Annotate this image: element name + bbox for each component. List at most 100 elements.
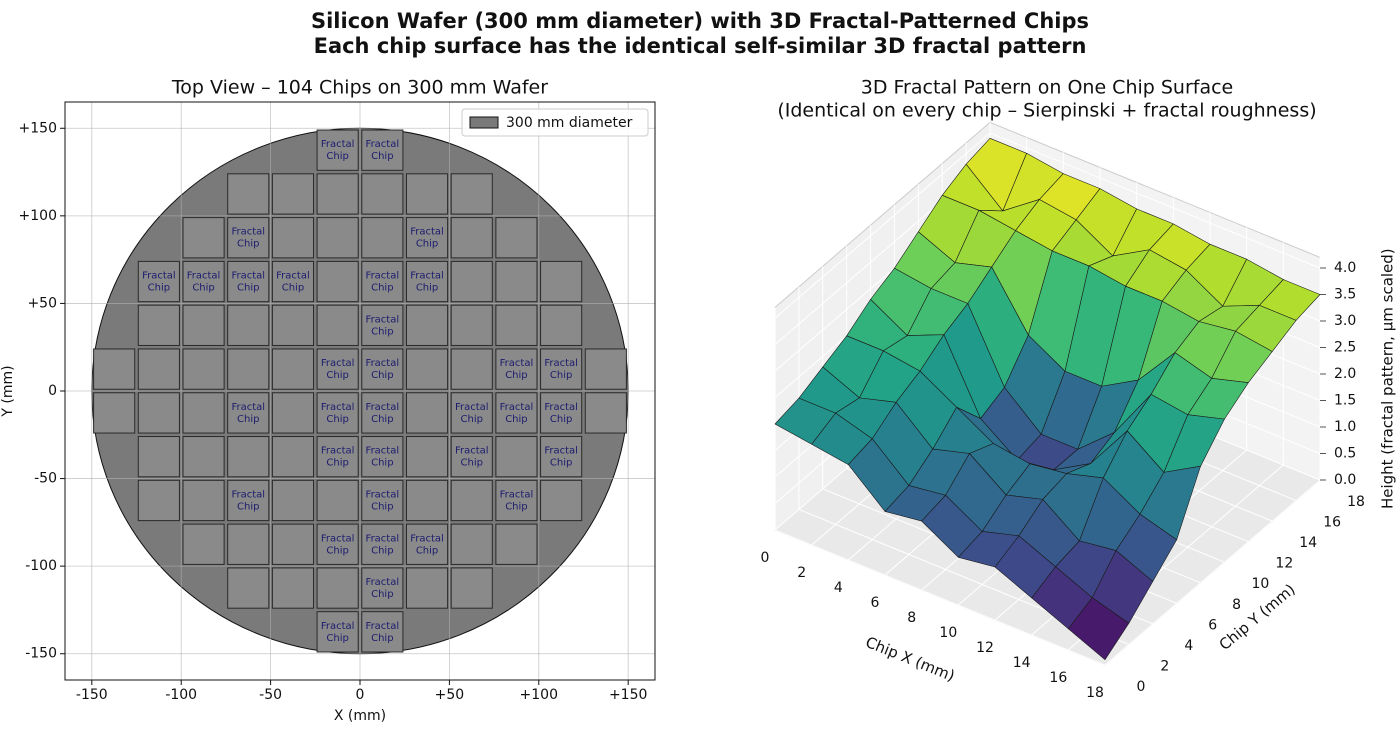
chip xyxy=(540,304,583,346)
chip xyxy=(227,479,270,522)
surface-patch xyxy=(1068,597,1130,661)
chip-label: Fractal Chip xyxy=(321,446,355,469)
chip xyxy=(361,392,404,434)
x-tick-label: -100 xyxy=(165,687,197,703)
y-axis-label: Y (mm) xyxy=(0,365,16,417)
chip-label: Fractal Chip xyxy=(321,621,355,644)
chip xyxy=(405,479,449,522)
y-tick-label: +50 xyxy=(27,295,57,311)
z-tick-label: 0.0 xyxy=(1334,472,1356,488)
z-tick-label: 0.5 xyxy=(1334,446,1356,462)
y-tick-label: 10 xyxy=(1252,576,1270,592)
chip-label: Fractal Chip xyxy=(231,271,265,294)
chip xyxy=(495,392,538,434)
x-tick-label: 18 xyxy=(1086,685,1104,701)
chip xyxy=(227,304,270,346)
chip-label: Fractal Chip xyxy=(366,271,400,294)
chip xyxy=(450,436,493,478)
y-tick-label: 0 xyxy=(1137,679,1146,695)
z-tick-label: 3.0 xyxy=(1334,313,1356,329)
chip xyxy=(227,567,270,609)
chip-label: Fractal Chip xyxy=(187,271,221,294)
z-tick-label: 2.5 xyxy=(1334,340,1356,356)
chip xyxy=(182,217,225,259)
chip-label: Fractal Chip xyxy=(142,271,176,294)
x-tick-label: 10 xyxy=(939,625,957,641)
x-tick-label: 0 xyxy=(761,550,770,566)
chip xyxy=(361,173,404,215)
grid-line xyxy=(989,132,1321,269)
chip-label: Fractal Chip xyxy=(366,139,400,162)
chip-label: Fractal Chip xyxy=(276,271,310,294)
wafer-chart: Fractal Chip Fractal Chip Fractal Chip Fractal… xyxy=(19,101,656,703)
x-tick-label: 4 xyxy=(834,580,843,596)
z-axis-label: Height (fractal pattern, μm scaled) xyxy=(1379,248,1397,509)
chip-label: Fractal Chip xyxy=(544,402,578,425)
chip xyxy=(361,523,404,565)
chip-label: Fractal Chip xyxy=(500,489,534,512)
chip-label: Fractal Chip xyxy=(500,402,534,425)
chip xyxy=(450,479,493,522)
y-tick-label: 0 xyxy=(48,383,57,399)
chip xyxy=(450,348,493,390)
x-tick-label: -50 xyxy=(259,687,282,703)
chip xyxy=(227,260,270,303)
chip xyxy=(271,567,315,609)
y-tick-label: -150 xyxy=(25,646,57,662)
chip xyxy=(137,348,180,390)
chip-label: Fractal Chip xyxy=(455,446,489,469)
z-tick-label: 3.5 xyxy=(1334,287,1356,303)
chip xyxy=(450,217,493,259)
chip xyxy=(271,217,315,259)
chip xyxy=(316,479,359,522)
wafer-title: Top View – 104 Chips on 300 mm Wafer xyxy=(171,77,548,99)
chip xyxy=(182,348,225,390)
x-tick-label: 0 xyxy=(356,687,365,703)
chip xyxy=(137,392,180,434)
grid-line xyxy=(1104,479,1321,666)
grid-line xyxy=(774,132,991,319)
y-tick-label: +100 xyxy=(19,208,57,224)
legend-label: 300 mm diameter xyxy=(506,115,633,131)
chip xyxy=(361,304,404,346)
chip xyxy=(137,479,180,522)
chip-label: Fractal Chip xyxy=(366,402,400,425)
surface-subtitle: (Identical on every chip – Sierpinski + … xyxy=(777,100,1316,122)
chip-label: Fractal Chip xyxy=(231,227,265,250)
chip xyxy=(361,567,404,609)
chip xyxy=(361,217,404,259)
chip-label: Fractal Chip xyxy=(366,489,400,512)
x-tick-label: +50 xyxy=(435,687,465,703)
z-tick-label: 1.5 xyxy=(1334,393,1356,409)
chip xyxy=(316,173,359,215)
legend-box xyxy=(461,108,649,137)
x-tick-label: -150 xyxy=(76,687,108,703)
x-tick-label: 8 xyxy=(907,610,916,626)
legend-swatch xyxy=(469,116,499,129)
chip xyxy=(495,260,538,303)
chip xyxy=(316,436,359,478)
chip xyxy=(540,479,583,522)
figure-subtitle: Each chip surface has the identical self… xyxy=(314,34,1087,58)
chip xyxy=(405,304,449,346)
chip xyxy=(540,392,583,434)
chip xyxy=(227,523,270,565)
chip xyxy=(495,436,538,478)
chip xyxy=(227,173,270,215)
chip xyxy=(316,260,359,303)
chip xyxy=(182,304,225,346)
y-tick-label: -100 xyxy=(25,558,57,574)
chip xyxy=(93,348,136,390)
x-axis-label: X (mm) xyxy=(334,708,386,724)
x-tick-label: 14 xyxy=(1013,655,1031,671)
chip-label: Fractal Chip xyxy=(366,314,400,337)
z-tick-label: 1.0 xyxy=(1334,419,1356,435)
chip xyxy=(361,611,404,653)
chip-label: Fractal Chip xyxy=(544,446,578,469)
chip-label: Fractal Chip xyxy=(366,358,400,381)
y-tick-label: 8 xyxy=(1232,597,1241,613)
y-tick-label: 16 xyxy=(1323,515,1341,531)
chip xyxy=(540,436,583,478)
